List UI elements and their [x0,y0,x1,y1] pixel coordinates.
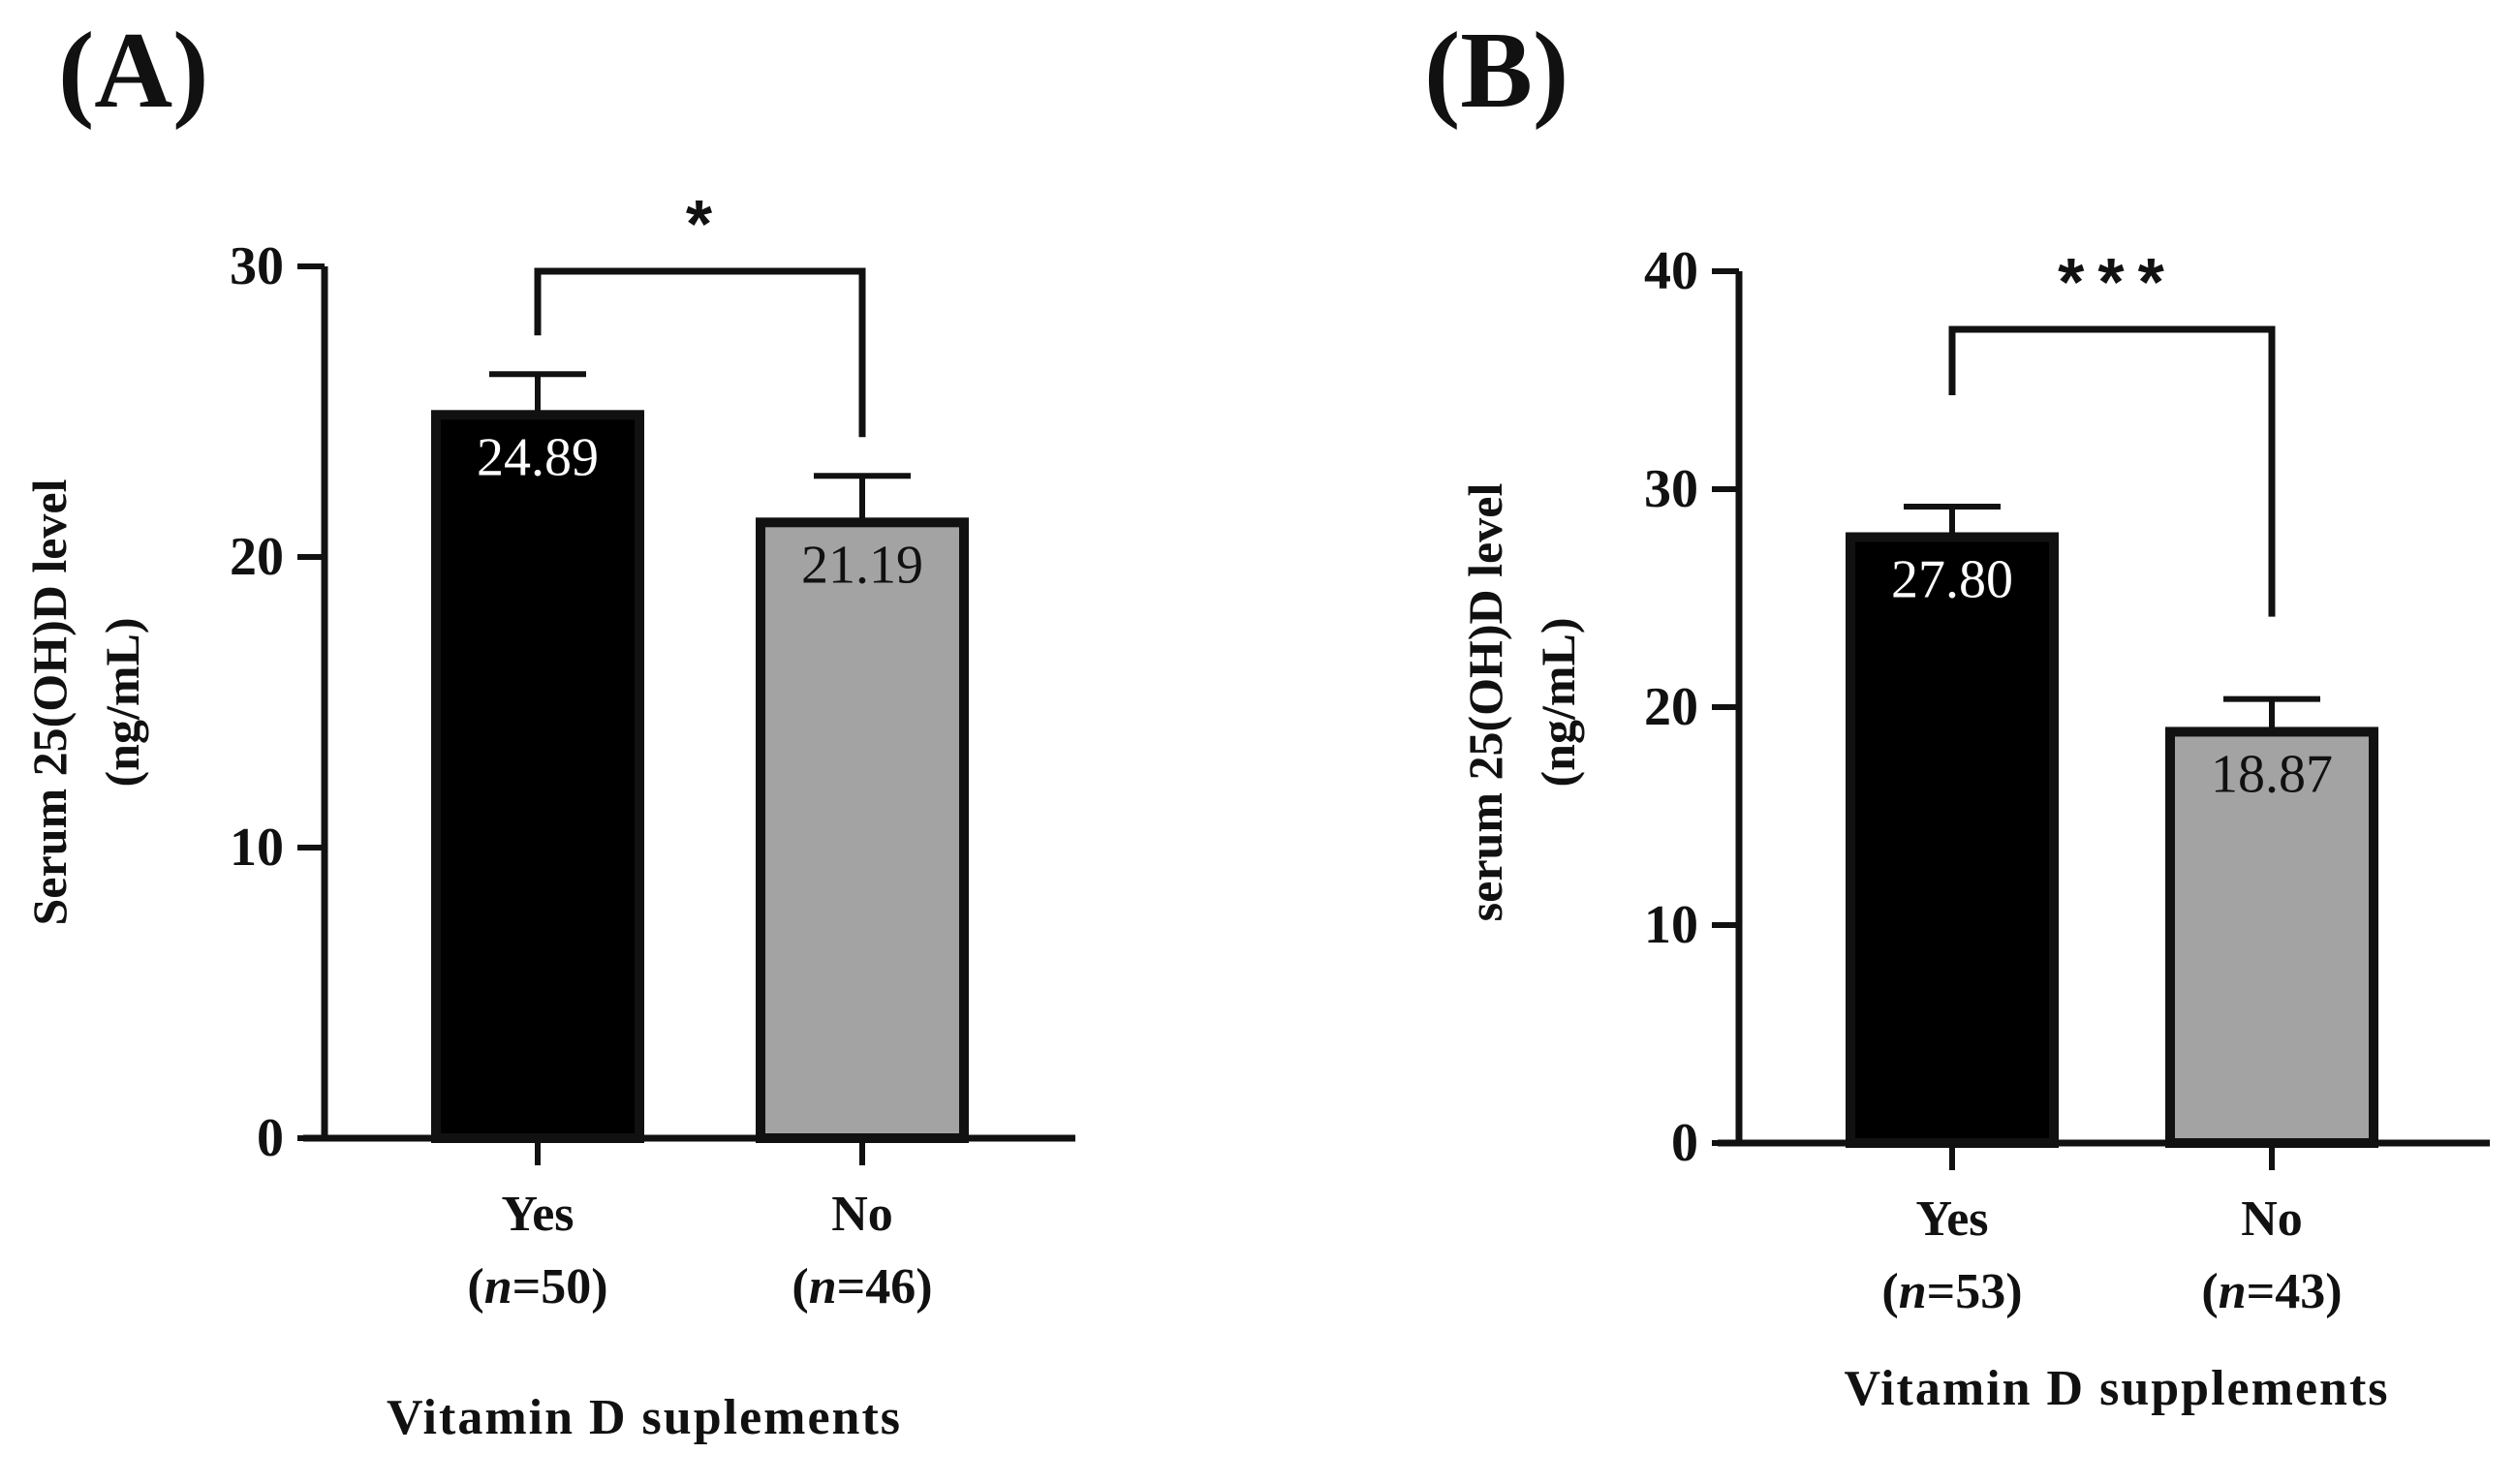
y-tick-label: 0 [1671,1113,1698,1173]
sample-size-n: n [1899,1264,1927,1319]
sample-size-value: 46 [865,1259,916,1314]
sample-size-open: ( [792,1259,808,1314]
sample-size-n: n [484,1259,512,1314]
y-axis-title: Serum 25(OH)D level (ng/mL) [22,479,149,925]
y-tick-label: 20 [230,527,284,587]
x-axis-title: Vitamin D suplements [387,1390,902,1445]
x-category-label: No [2241,1191,2303,1247]
bar-yes [431,410,644,1143]
bar-yes [1846,532,2059,1148]
bar-value-label: 21.19 [801,535,923,595]
y-axis-title-line2: (ng/mL) [1531,618,1585,788]
sample-size-eq: = [2247,1264,2276,1319]
sample-size-eq: = [837,1259,866,1314]
sample-size-open: ( [467,1259,483,1314]
panel-label: (B) [1424,11,1568,131]
sample-size-close: ) [2325,1264,2342,1319]
sample-size-open: ( [2201,1264,2218,1319]
x-category-label: No [831,1187,893,1242]
y-tick-label: 10 [230,818,284,878]
bar-value-label: 18.87 [2211,744,2333,804]
chart-panel-a: (A) 0 10 20 30 Serum 25(OH)D level (ng/mL) 24.8… [22,11,1075,1445]
bar-value-label: 24.89 [477,427,599,487]
y-axis-title-line2: (ng/mL) [95,618,149,788]
sample-size-label: (n=53) [1881,1264,2022,1319]
y-tick-label: 20 [1644,677,1698,737]
y-axis-title-line1: Serum 25(OH)D level [22,479,77,925]
sample-size-label: (n=50) [467,1259,607,1314]
y-axis-title: serum 25(OH)D level (ng/mL) [1458,483,1585,922]
sample-size-label: (n=43) [2201,1264,2342,1319]
bar-value-label: 27.80 [1891,550,2013,610]
significance-marker: *** [2058,244,2178,320]
y-tick-label: 30 [1644,459,1698,519]
y-axis-title-line1: serum 25(OH)D level [1458,483,1512,922]
panel-label: (A) [58,11,208,131]
sample-size-close: ) [2005,1264,2022,1319]
x-category-label: Yes [501,1187,574,1242]
sample-size-value: 43 [2275,1264,2325,1319]
sample-size-close: ) [591,1259,607,1314]
x-category-label: Yes [1915,1191,1988,1247]
chart-panel-b: (B) 0 10 20 30 40 serum 25(OH)D level (ng/mL) 27… [1424,11,2490,1416]
sample-size-label: (n=46) [792,1259,932,1314]
sample-size-open: ( [1881,1264,1898,1319]
sample-size-value: 50 [541,1259,591,1314]
significance-bracket [1948,325,2276,617]
y-tick-label: 40 [1644,241,1698,301]
x-axis-title: Vitamin D supplements [1844,1361,2389,1416]
significance-bracket [534,267,866,438]
sample-size-value: 53 [1955,1264,2005,1319]
bar-no [756,517,969,1143]
y-tick-label: 30 [230,236,284,296]
sample-size-n: n [2219,1264,2247,1319]
sample-size-n: n [809,1259,837,1314]
sample-size-eq: = [1927,1264,1956,1319]
sample-size-eq: = [512,1259,542,1314]
y-tick-label: 10 [1644,895,1698,955]
sample-size-close: ) [916,1259,932,1314]
bar-no [2165,727,2378,1148]
y-tick-label: 0 [257,1108,284,1168]
significance-marker: * [686,186,726,262]
